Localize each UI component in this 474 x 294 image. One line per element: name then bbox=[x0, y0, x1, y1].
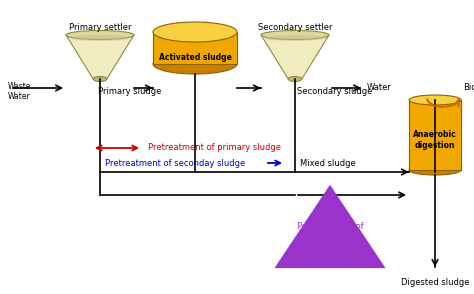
Text: Mixed sludge: Mixed sludge bbox=[300, 159, 356, 168]
Ellipse shape bbox=[70, 35, 130, 41]
Text: Secondary sludge: Secondary sludge bbox=[297, 87, 373, 96]
Ellipse shape bbox=[153, 22, 237, 42]
Text: Waste
Water: Waste Water bbox=[8, 82, 31, 101]
Text: Activated sludge: Activated sludge bbox=[159, 54, 231, 63]
Text: Pretreatment of
mixed sludge: Pretreatment of mixed sludge bbox=[297, 222, 363, 241]
Ellipse shape bbox=[261, 31, 329, 39]
Text: Digested sludge: Digested sludge bbox=[401, 278, 469, 287]
Ellipse shape bbox=[265, 35, 325, 41]
Polygon shape bbox=[153, 32, 237, 64]
Text: Primary settler: Primary settler bbox=[69, 23, 131, 32]
Text: Primary sludge: Primary sludge bbox=[98, 87, 161, 96]
Ellipse shape bbox=[409, 95, 461, 105]
Polygon shape bbox=[261, 35, 329, 79]
Polygon shape bbox=[409, 100, 461, 170]
Ellipse shape bbox=[409, 165, 461, 175]
Ellipse shape bbox=[66, 31, 134, 39]
Text: Anaerobic
digestion: Anaerobic digestion bbox=[413, 130, 457, 150]
Ellipse shape bbox=[153, 54, 237, 74]
Text: Pretreatment of primary sludge: Pretreatment of primary sludge bbox=[148, 143, 281, 153]
Text: Secondary settler: Secondary settler bbox=[258, 23, 332, 32]
Text: Water: Water bbox=[367, 83, 392, 93]
Text: Pretreatment of seconday sludge: Pretreatment of seconday sludge bbox=[105, 158, 245, 168]
Polygon shape bbox=[66, 35, 134, 79]
Ellipse shape bbox=[288, 76, 302, 81]
Text: Biogas: Biogas bbox=[463, 83, 474, 93]
Ellipse shape bbox=[93, 76, 107, 81]
